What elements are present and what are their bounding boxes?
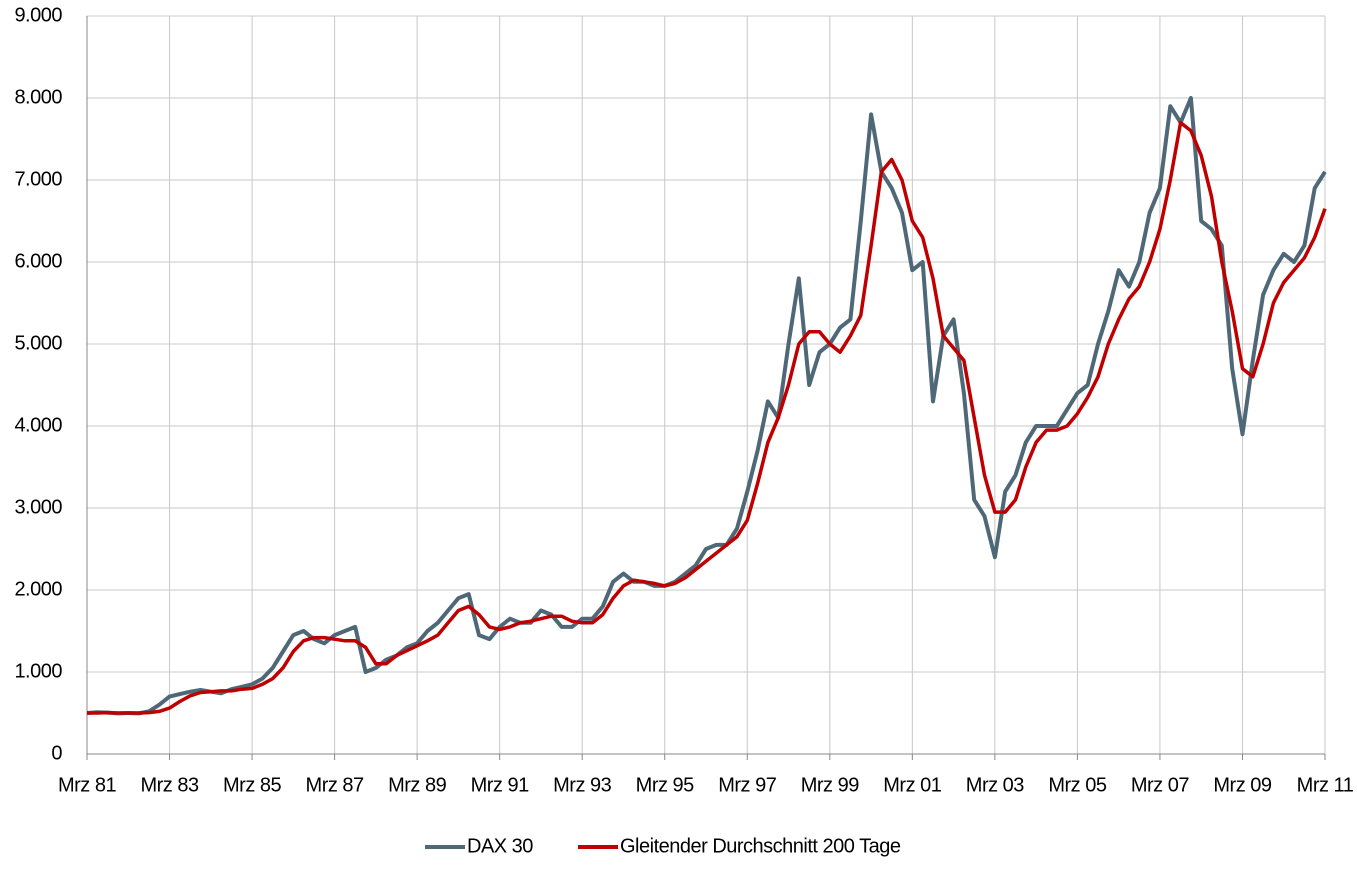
x-tick-label: Mrz 83 <box>140 774 199 796</box>
y-tick-label: 2.000 <box>14 578 62 600</box>
y-tick-label: 0 <box>51 742 62 764</box>
x-tick-label: Mrz 85 <box>223 774 282 796</box>
x-tick-label: Mrz 93 <box>553 774 612 796</box>
y-tick-label: 3.000 <box>14 496 62 518</box>
x-tick-label: Mrz 01 <box>883 774 942 796</box>
x-tick-label: Mrz 03 <box>966 774 1025 796</box>
x-tick-label: Mrz 09 <box>1213 774 1272 796</box>
x-tick-label: Mrz 81 <box>58 774 117 796</box>
x-tick-label: Mrz 07 <box>1131 774 1190 796</box>
y-tick-label: 1.000 <box>14 660 62 682</box>
y-tick-label: 4.000 <box>14 414 62 436</box>
y-tick-label: 8.000 <box>14 86 62 108</box>
y-tick-label: 7.000 <box>14 168 62 190</box>
x-tick-label: Mrz 91 <box>471 774 530 796</box>
x-tick-label: Mrz 99 <box>801 774 860 796</box>
y-tick-label: 6.000 <box>14 250 62 272</box>
x-tick-label: Mrz 05 <box>1048 774 1107 796</box>
x-tick-label: Mrz 89 <box>388 774 447 796</box>
legend-label: DAX 30 <box>467 835 533 857</box>
series-line <box>86 96 1327 716</box>
legend-label: Gleitender Durchschnitt 200 Tage <box>620 835 901 857</box>
x-tick-label: Mrz 11 <box>1297 774 1354 796</box>
x-tick-label: Mrz 95 <box>636 774 695 796</box>
series-line <box>87 120 1327 715</box>
x-tick-label: Mrz 87 <box>306 774 365 796</box>
x-tick-label: Mrz 97 <box>718 774 777 796</box>
y-tick-label: 5.000 <box>14 332 62 354</box>
y-tick-label: 9.000 <box>14 4 62 26</box>
